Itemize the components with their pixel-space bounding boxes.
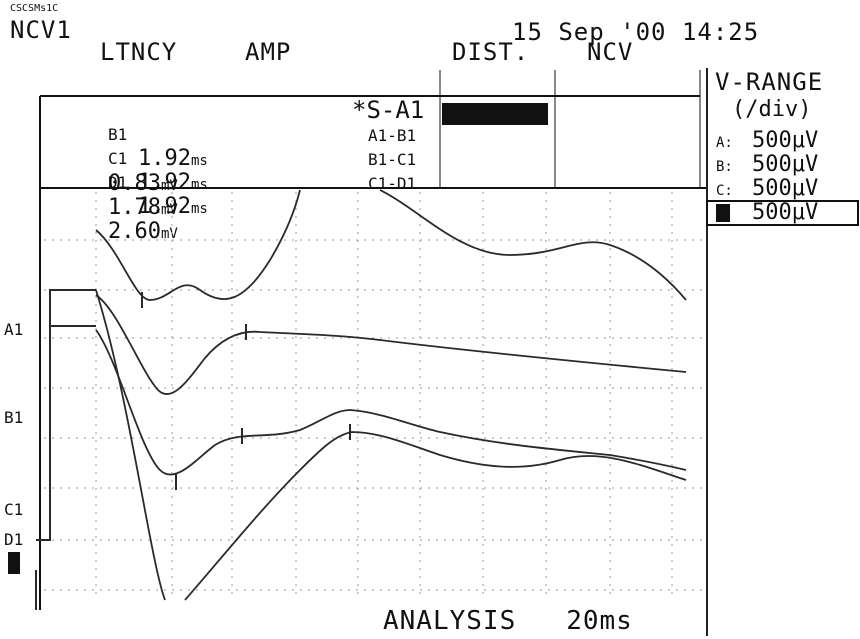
trace-b1: [95, 294, 687, 396]
amplitude-unit: mV: [160, 226, 178, 242]
time-text: 14:25: [681, 18, 760, 46]
vrange-row-c[interactable]: C: 500μV: [716, 176, 818, 201]
latency-cursors: [141, 292, 351, 490]
latency-value: 1.92: [137, 170, 191, 195]
amplitude-unit: mV: [160, 202, 178, 218]
vrange-row-a[interactable]: A: 500μV: [716, 128, 818, 153]
channel-range: 500μV: [752, 176, 819, 201]
analysis-mode: ANALYSIS: [383, 606, 517, 636]
vrange-row-d[interactable]: D500μV: [716, 200, 818, 225]
trace-label-a1: A1: [4, 320, 24, 339]
latency-unit: ms: [190, 153, 208, 169]
channel-range: 500μV: [752, 128, 819, 153]
trace-label-d1: D1: [4, 530, 24, 549]
channel-range: 500μV: [752, 200, 819, 225]
trace-label-b1: B1: [4, 408, 24, 427]
vrange-title: V-RANGE: [715, 68, 824, 96]
channel-range: 500μV: [752, 152, 819, 177]
vrange-panel: [706, 68, 860, 636]
test-title: NCV1: [10, 16, 72, 44]
distance-input[interactable]: [442, 103, 548, 125]
stimulus-markers: [35, 289, 96, 610]
trace-label-c1: C1: [4, 500, 24, 519]
stimulus-step: [36, 289, 96, 541]
segment-s-a1[interactable]: *S-A1: [352, 96, 425, 124]
latency-header: LTNCY: [100, 38, 178, 66]
sweep-speed: 20ms: [566, 606, 633, 636]
channel-label: C:: [716, 183, 733, 199]
channel-label: A:: [716, 135, 733, 151]
date-text: 15 Sep '00: [512, 18, 667, 46]
table-row: C1 1.92ms 1.78mV: [55, 120, 208, 245]
latency-value: 1.92: [137, 194, 191, 219]
channel-marker-icon: [8, 552, 20, 574]
amplitude-value: 1.78: [107, 195, 161, 220]
date-time: 15 Sep '00 14:25: [512, 18, 759, 46]
amplitude-value: 0.83: [107, 171, 161, 196]
latency-value: 1.92: [137, 146, 191, 171]
segment-a1-b1[interactable]: A1-B1: [368, 126, 417, 145]
amplitude-header: AMP: [245, 38, 292, 66]
ncv-header: NCV: [587, 38, 634, 66]
table-row: B1 1.92ms 0.83mV: [55, 96, 208, 221]
trace-a1: [95, 189, 687, 301]
traces: [95, 189, 687, 601]
grid: [44, 192, 704, 600]
segment-b1-c1[interactable]: B1-C1: [368, 150, 417, 169]
distance-header: DIST.: [452, 38, 530, 66]
row-label: C1: [107, 149, 128, 168]
vrange-row-b[interactable]: B: 500μV: [716, 152, 818, 177]
latency-unit: ms: [190, 201, 208, 217]
selected-marker-icon: [716, 204, 730, 222]
status-line: ANALYSIS 20ms: [383, 606, 633, 636]
vrange-subtitle: (/div): [732, 97, 812, 122]
trace-d1: [95, 289, 687, 601]
amplitude-unit: mV: [160, 178, 178, 194]
trace-c1: [95, 329, 687, 476]
channel-label: B:: [716, 159, 733, 175]
file-id: CSCSMs1C: [10, 3, 59, 14]
vrange-selected-row[interactable]: [706, 200, 859, 226]
row-label: B1: [107, 125, 128, 144]
